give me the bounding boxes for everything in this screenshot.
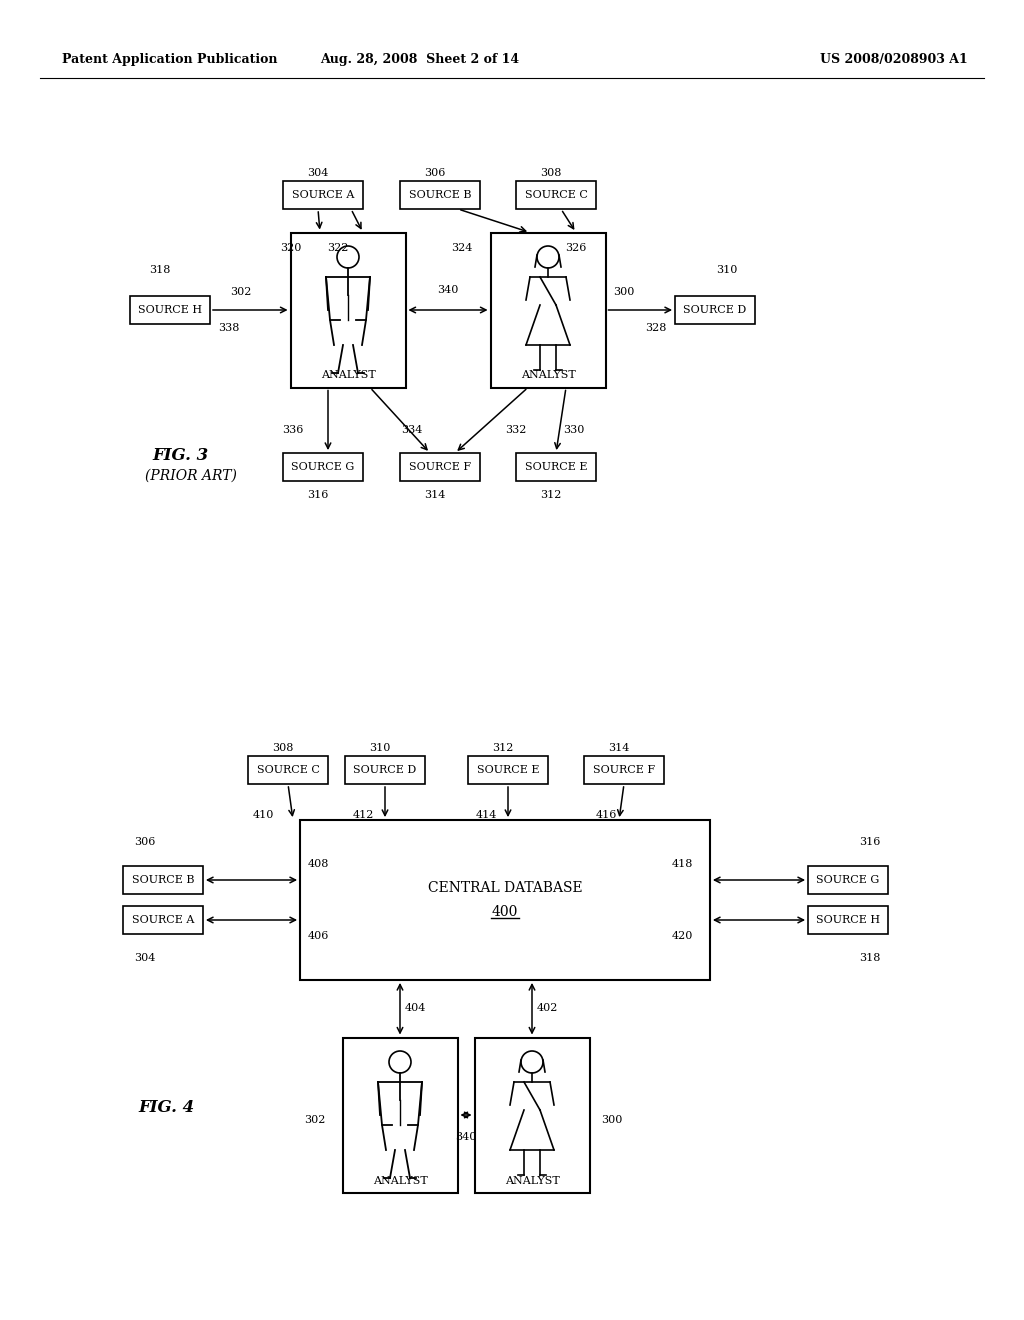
Text: 412: 412 <box>352 810 374 820</box>
Text: 418: 418 <box>672 859 693 869</box>
Text: 408: 408 <box>308 859 330 869</box>
Text: 338: 338 <box>218 323 240 333</box>
Text: 340: 340 <box>437 285 459 294</box>
Text: 310: 310 <box>370 743 391 752</box>
Bar <box>130 296 210 323</box>
Bar <box>300 820 710 979</box>
Text: US 2008/0208903 A1: US 2008/0208903 A1 <box>820 54 968 66</box>
Bar <box>123 866 203 894</box>
Bar <box>516 453 596 480</box>
Bar <box>345 756 425 784</box>
Text: 326: 326 <box>565 243 587 253</box>
Text: 420: 420 <box>672 931 693 941</box>
Bar <box>400 181 480 209</box>
Text: Aug. 28, 2008  Sheet 2 of 14: Aug. 28, 2008 Sheet 2 of 14 <box>321 54 519 66</box>
Bar <box>248 756 328 784</box>
Text: SOURCE D: SOURCE D <box>683 305 746 315</box>
Text: 334: 334 <box>401 425 423 436</box>
Text: 406: 406 <box>308 931 330 941</box>
Bar <box>400 453 480 480</box>
Text: SOURCE H: SOURCE H <box>138 305 202 315</box>
Text: SOURCE G: SOURCE G <box>816 875 880 884</box>
Text: SOURCE A: SOURCE A <box>132 915 195 925</box>
Text: 314: 314 <box>424 490 445 500</box>
Text: SOURCE F: SOURCE F <box>593 766 655 775</box>
Bar <box>283 453 362 480</box>
Text: 328: 328 <box>645 323 667 333</box>
Text: SOURCE D: SOURCE D <box>353 766 417 775</box>
Text: 304: 304 <box>307 168 329 178</box>
Bar <box>808 866 888 894</box>
Text: SOURCE E: SOURCE E <box>524 462 587 473</box>
Text: 302: 302 <box>229 286 251 297</box>
Text: 414: 414 <box>475 810 497 820</box>
Bar <box>342 1038 458 1192</box>
Bar <box>123 906 203 935</box>
Text: 332: 332 <box>505 425 526 436</box>
Text: 312: 312 <box>541 490 562 500</box>
Text: 318: 318 <box>150 265 171 275</box>
Text: 306: 306 <box>424 168 445 178</box>
Text: 336: 336 <box>283 425 304 436</box>
Text: 314: 314 <box>608 743 630 752</box>
Text: 324: 324 <box>452 243 473 253</box>
Text: SOURCE A: SOURCE A <box>292 190 354 201</box>
Text: 306: 306 <box>134 837 156 847</box>
Bar <box>283 181 362 209</box>
Text: ANALYST: ANALYST <box>321 371 376 380</box>
Text: ANALYST: ANALYST <box>373 1176 427 1185</box>
Text: 302: 302 <box>304 1115 326 1125</box>
Text: SOURCE F: SOURCE F <box>409 462 471 473</box>
Text: 300: 300 <box>613 286 635 297</box>
Text: 318: 318 <box>859 953 881 964</box>
Bar <box>808 906 888 935</box>
Text: ANALYST: ANALYST <box>505 1176 559 1185</box>
Text: 340: 340 <box>456 1133 477 1142</box>
Text: SOURCE C: SOURCE C <box>524 190 588 201</box>
Text: 316: 316 <box>859 837 881 847</box>
Text: SOURCE H: SOURCE H <box>816 915 880 925</box>
Text: 312: 312 <box>493 743 514 752</box>
Text: FIG. 3: FIG. 3 <box>152 446 208 463</box>
Text: 400: 400 <box>492 906 518 919</box>
Text: ANALYST: ANALYST <box>520 371 575 380</box>
Text: FIG. 4: FIG. 4 <box>138 1100 195 1117</box>
Bar <box>584 756 664 784</box>
Text: 308: 308 <box>272 743 294 752</box>
Bar <box>474 1038 590 1192</box>
Bar <box>468 756 548 784</box>
Bar <box>516 181 596 209</box>
Text: Patent Application Publication: Patent Application Publication <box>62 54 278 66</box>
Text: 402: 402 <box>537 1003 558 1012</box>
Text: 410: 410 <box>252 810 273 820</box>
Text: 320: 320 <box>281 243 302 253</box>
Text: 310: 310 <box>717 265 737 275</box>
Text: 322: 322 <box>328 243 349 253</box>
Text: 416: 416 <box>595 810 616 820</box>
Text: 308: 308 <box>541 168 562 178</box>
Text: (PRIOR ART): (PRIOR ART) <box>145 469 237 483</box>
Text: SOURCE B: SOURCE B <box>132 875 195 884</box>
Text: 300: 300 <box>601 1115 623 1125</box>
Text: SOURCE B: SOURCE B <box>409 190 471 201</box>
Text: 330: 330 <box>563 425 585 436</box>
Bar <box>291 232 406 388</box>
Text: SOURCE E: SOURCE E <box>477 766 540 775</box>
Text: 316: 316 <box>307 490 329 500</box>
Text: 304: 304 <box>134 953 156 964</box>
Text: SOURCE G: SOURCE G <box>292 462 354 473</box>
Text: CENTRAL DATABASE: CENTRAL DATABASE <box>428 880 583 895</box>
Text: SOURCE C: SOURCE C <box>257 766 319 775</box>
Bar <box>490 232 605 388</box>
Bar <box>675 296 755 323</box>
Text: 404: 404 <box>406 1003 426 1012</box>
